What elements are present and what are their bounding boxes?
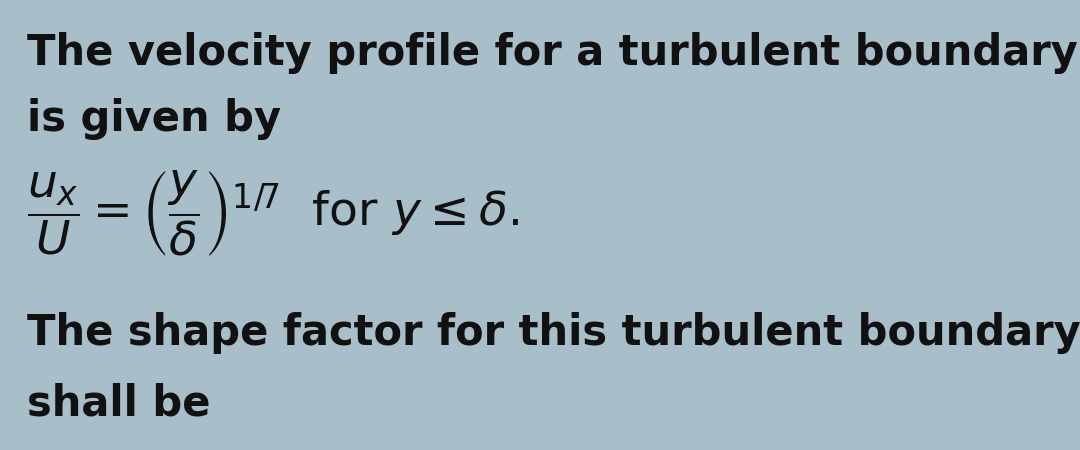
Text: is given by: is given by xyxy=(27,98,281,140)
Text: $\dfrac{u_x}{U} = \left(\dfrac{y}{\delta}\right)^{1/7}$  $\mathrm{for}\ y \leq \: $\dfrac{u_x}{U} = \left(\dfrac{y}{\delta… xyxy=(27,168,519,258)
Text: shall be: shall be xyxy=(27,382,211,424)
Text: The shape factor for this turbulent boundary layer: The shape factor for this turbulent boun… xyxy=(27,312,1080,354)
Text: The velocity profile for a turbulent boundary layer: The velocity profile for a turbulent bou… xyxy=(27,32,1080,74)
